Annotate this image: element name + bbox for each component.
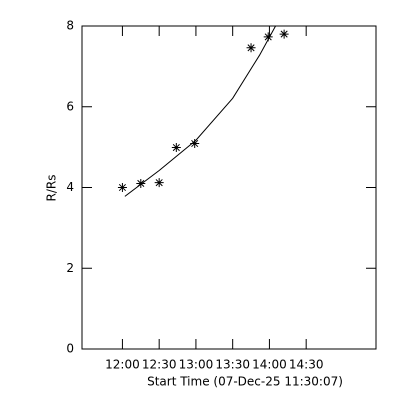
asterisk-point — [246, 43, 256, 53]
x-tick-label: 13:00 — [179, 358, 214, 372]
asterisk-point — [154, 178, 164, 188]
y-tick-label: 2 — [66, 261, 74, 275]
asterisk-point — [117, 183, 127, 192]
x-tick-label: 12:30 — [142, 358, 177, 372]
y-axis-label: R/Rs — [45, 175, 59, 202]
asterisk-point — [263, 32, 273, 42]
y-tick-label: 4 — [66, 180, 74, 194]
asterisk-point — [190, 138, 200, 148]
asterisk-point — [279, 29, 289, 39]
x-tick-label: 13:30 — [215, 358, 250, 372]
x-tick-label: 14:00 — [252, 358, 287, 372]
y-tick-label: 6 — [66, 99, 74, 113]
y-tick-label: 0 — [66, 342, 74, 356]
x-tick-label: 14:30 — [289, 358, 324, 372]
asterisk-point — [136, 178, 146, 188]
x-tick-label: 12:00 — [105, 358, 140, 372]
x-axis-label: Start Time (07-Dec-25 11:30:07) — [147, 375, 343, 389]
fit-line — [124, 25, 276, 197]
y-tick-label: 8 — [66, 19, 74, 33]
asterisk-point — [171, 143, 181, 153]
